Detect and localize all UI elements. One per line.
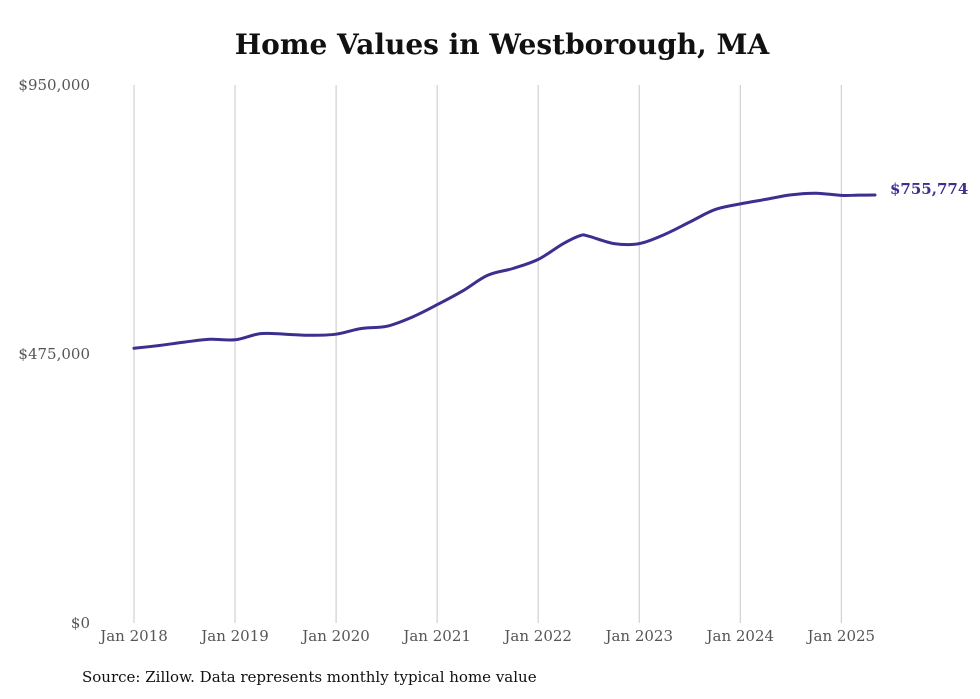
x-tick-label: Jan 2021 <box>401 627 471 645</box>
chart-title: Home Values in Westborough, MA <box>234 28 770 61</box>
end-value-label: $755,774 <box>890 180 968 198</box>
x-tick-label: Jan 2020 <box>300 627 370 645</box>
x-tick-label: Jan 2025 <box>806 627 876 645</box>
x-tick-label: Jan 2023 <box>603 627 673 645</box>
x-tick-label: Jan 2018 <box>98 627 168 645</box>
y-tick-label: $0 <box>71 614 90 632</box>
source-note: Source: Zillow. Data represents monthly … <box>82 668 537 686</box>
x-tick-label: Jan 2019 <box>199 627 269 645</box>
y-axis: $0 $475,000 $950,000 <box>18 76 90 632</box>
y-tick-label: $475,000 <box>18 345 90 363</box>
y-tick-label: $950,000 <box>18 76 90 94</box>
x-tick-label: Jan 2022 <box>502 627 572 645</box>
x-tick-label: Jan 2024 <box>704 627 774 645</box>
series-line <box>132 191 877 350</box>
grid-lines <box>133 85 842 623</box>
x-axis: Jan 2018 Jan 2019 Jan 2020 Jan 2021 Jan 2022… <box>98 627 875 645</box>
